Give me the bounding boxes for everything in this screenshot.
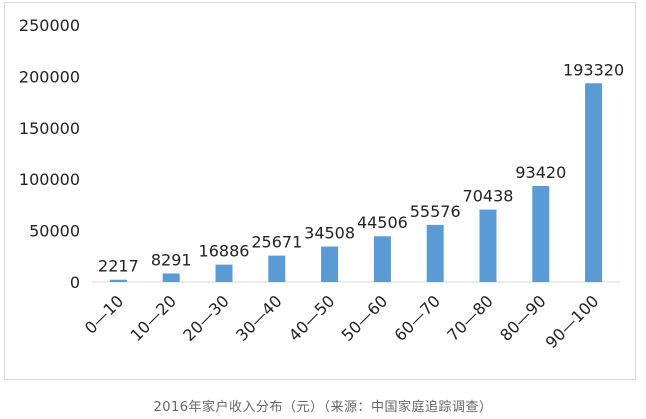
x-tick-label: 80—90 (496, 291, 550, 345)
bar (109, 279, 127, 282)
y-tick-label: 200000 (19, 67, 80, 86)
data-label: 44506 (357, 213, 408, 232)
y-tick-label: 250000 (19, 16, 80, 35)
income-distribution-chart: 0 50000 100000 150000 200000 250000 2217 0—10 82… (19, 16, 624, 352)
x-tick-label: 60—70 (390, 291, 444, 345)
bar (321, 246, 339, 282)
bar (426, 224, 444, 282)
x-tick-label: 30—40 (232, 291, 286, 345)
data-label: 55576 (410, 202, 461, 221)
y-tick-label: 100000 (19, 170, 80, 189)
data-label: 8291 (151, 250, 192, 269)
data-label: 34508 (304, 224, 355, 243)
x-tick-label: 40—50 (285, 291, 339, 345)
x-tick-label: 20—30 (179, 291, 233, 345)
x-tick-label: 50—60 (338, 291, 392, 345)
bar (479, 209, 497, 282)
x-tick-label: 0—10 (81, 291, 127, 337)
y-tick-label: 50000 (29, 222, 80, 241)
bar (373, 236, 391, 282)
bar (215, 264, 233, 282)
bar (585, 83, 603, 283)
data-label: 25671 (251, 233, 302, 252)
x-tick-label: 70—80 (443, 291, 497, 345)
data-label: 2217 (98, 257, 139, 276)
chart-frame (4, 2, 636, 380)
bar (268, 255, 286, 282)
x-tick-label: 10—20 (126, 291, 180, 345)
x-tick-label: 90—100 (542, 291, 603, 352)
data-label: 16886 (199, 242, 250, 261)
bar (162, 273, 180, 282)
bar (532, 185, 550, 282)
data-label: 193320 (563, 60, 624, 79)
data-label: 70438 (463, 187, 514, 206)
y-tick-label: 0 (70, 273, 80, 292)
y-tick-label: 150000 (19, 119, 80, 138)
data-label: 93420 (515, 163, 566, 182)
chart-caption: 2016年家户收入分布（元）（来源：中国家庭追踪调查） (153, 400, 493, 415)
